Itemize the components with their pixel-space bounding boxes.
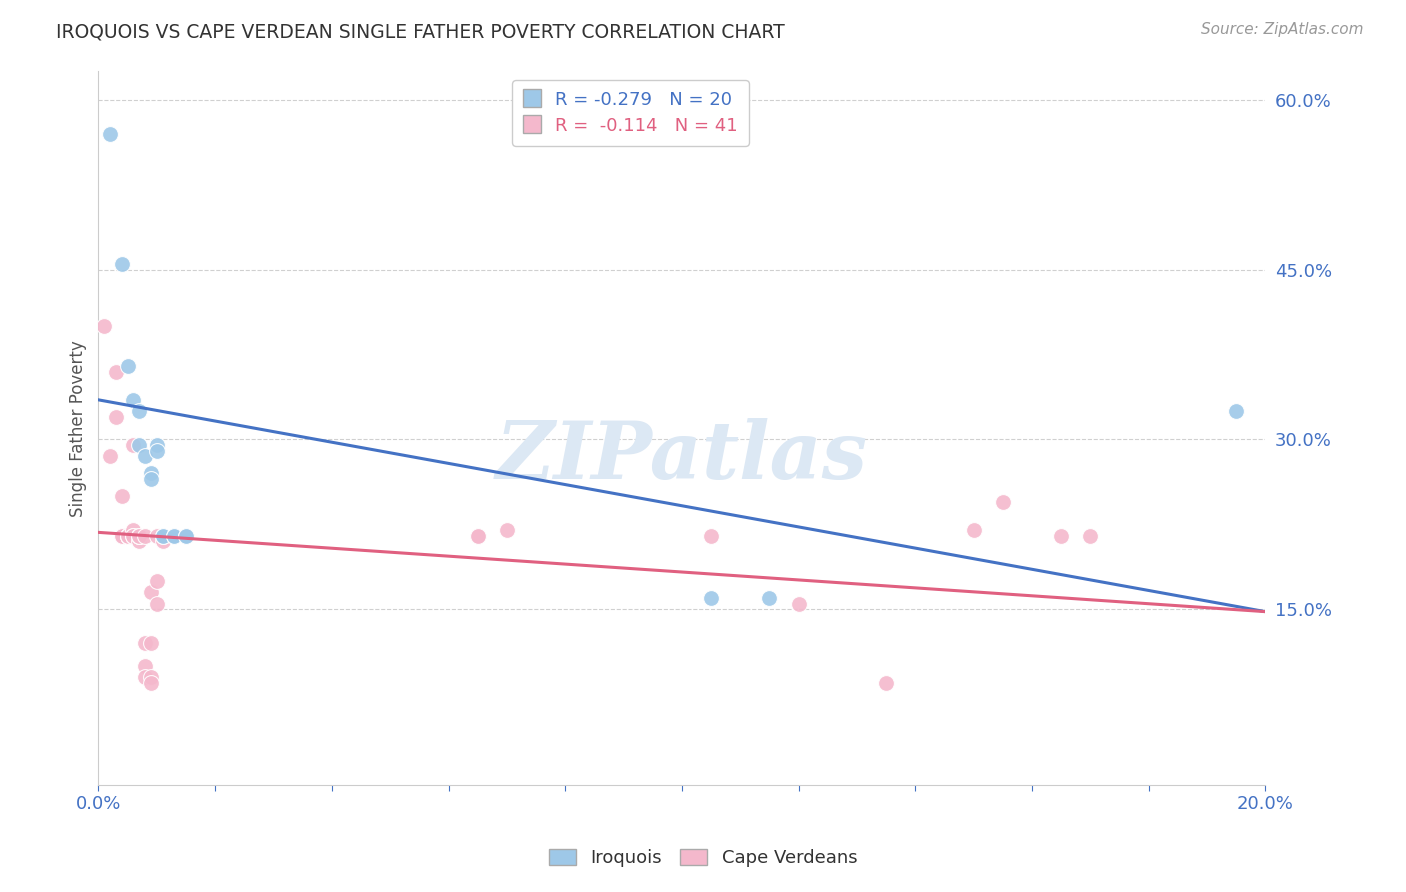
Point [163,529,186,543]
Point [98,450,121,464]
Text: IROQUOIS VS CAPE VERDEAN SINGLE FATHER POVERTY CORRELATION CHART: IROQUOIS VS CAPE VERDEAN SINGLE FATHER P… [56,22,785,41]
Point [104,365,127,379]
Point [467,529,489,543]
Point [758,591,780,605]
Y-axis label: Single Father Poverty: Single Father Poverty [69,340,87,516]
Point [139,467,162,481]
Point [146,597,169,611]
Point [146,438,169,452]
Point [104,409,127,424]
Point [174,529,197,543]
Point [139,676,162,690]
Point [1050,529,1073,543]
Point [117,359,139,373]
Point [134,450,156,464]
Point [152,529,174,543]
Point [122,529,145,543]
Point [122,392,145,407]
Point [128,404,150,418]
Point [991,495,1014,509]
Point [111,529,134,543]
Point [128,529,150,543]
Point [117,529,139,543]
Point [467,529,489,543]
Point [1225,404,1247,418]
Point [134,670,156,684]
Point [700,529,723,543]
Point [134,659,156,673]
Point [128,438,150,452]
Point [139,670,162,684]
Point [111,529,134,543]
Point [98,127,121,141]
Point [134,529,156,543]
Point [146,529,169,543]
Legend: R = -0.279   N = 20, R =  -0.114   N = 41: R = -0.279 N = 20, R = -0.114 N = 41 [512,80,749,145]
Text: Source: ZipAtlas.com: Source: ZipAtlas.com [1201,22,1364,37]
Legend: Iroquois, Cape Verdeans: Iroquois, Cape Verdeans [541,841,865,874]
Point [146,443,169,458]
Point [174,529,197,543]
Point [117,529,139,543]
Point [128,529,150,543]
Point [111,489,134,503]
Point [875,676,897,690]
Point [122,523,145,537]
Point [495,523,517,537]
Point [139,472,162,486]
Point [962,523,984,537]
Point [1080,529,1102,543]
Point [152,534,174,549]
Point [122,529,145,543]
Text: ZIPatlas: ZIPatlas [496,418,868,495]
Point [117,529,139,543]
Point [787,597,810,611]
Point [139,585,162,599]
Point [111,257,134,271]
Point [134,636,156,650]
Point [163,529,186,543]
Point [146,574,169,588]
Point [152,529,174,543]
Point [700,591,723,605]
Point [139,636,162,650]
Point [93,319,115,334]
Point [128,534,150,549]
Point [128,529,150,543]
Point [122,438,145,452]
Point [117,529,139,543]
